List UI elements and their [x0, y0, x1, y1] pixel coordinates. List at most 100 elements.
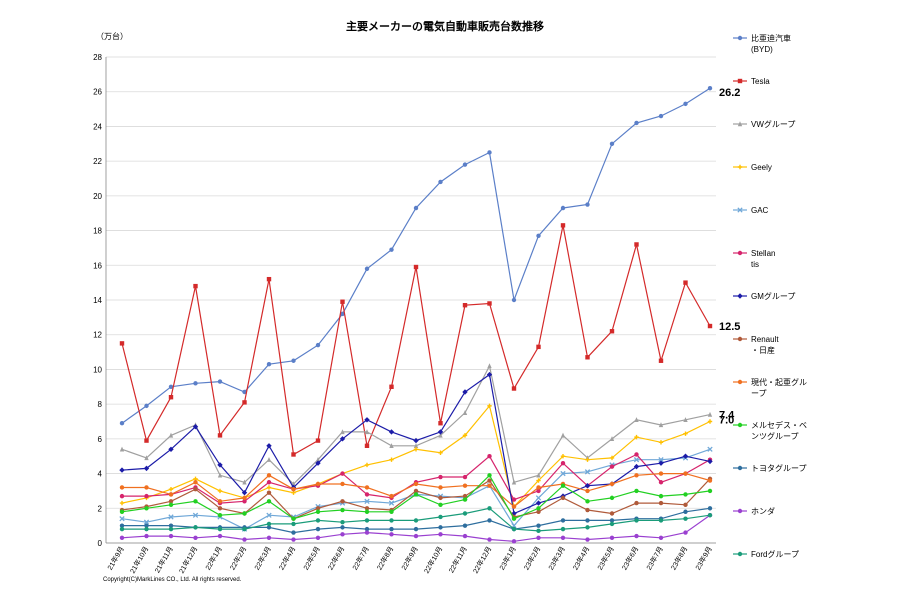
data-point — [315, 456, 321, 462]
data-point — [707, 478, 713, 483]
data-point — [389, 532, 394, 537]
data-point — [609, 535, 615, 540]
data-point — [266, 535, 272, 540]
x-tick-label: 23年5月 — [595, 545, 616, 572]
x-tick-label: 22年6月 — [326, 545, 347, 572]
legend-label: Fordグループ — [751, 549, 799, 559]
data-point — [217, 462, 223, 468]
data-point — [144, 438, 149, 443]
data-point — [217, 379, 223, 384]
data-point — [143, 465, 150, 472]
data-point — [364, 526, 370, 532]
legend-swatch-marker — [737, 121, 743, 127]
x-tick-label: 22年9月 — [399, 545, 420, 572]
data-point — [168, 384, 174, 389]
data-point — [291, 537, 296, 542]
legend-label: Geely — [751, 163, 772, 172]
data-point — [438, 495, 443, 501]
data-point — [560, 205, 566, 211]
data-point — [168, 533, 174, 539]
data-point — [560, 535, 566, 540]
legend-swatch-marker — [737, 336, 743, 342]
series-5 — [119, 452, 713, 506]
data-point — [560, 495, 566, 501]
data-point — [536, 485, 541, 490]
data-point — [413, 526, 419, 532]
data-point — [389, 518, 394, 523]
data-point — [707, 446, 713, 452]
data-point — [609, 511, 615, 516]
data-point — [143, 519, 150, 525]
data-point — [462, 497, 468, 502]
data-point — [658, 471, 664, 476]
data-point — [389, 526, 394, 532]
data-point — [291, 358, 296, 363]
data-point — [707, 419, 713, 424]
legend-item: VWグループ — [733, 119, 795, 129]
x-tick-label: 22年11月 — [447, 545, 469, 575]
data-point — [291, 516, 296, 521]
data-point — [266, 473, 272, 478]
data-point — [144, 533, 149, 539]
data-point — [340, 519, 345, 525]
data-point — [585, 525, 590, 530]
data-point — [658, 518, 664, 523]
data-point — [585, 355, 590, 360]
y-tick-label: 8 — [98, 400, 103, 409]
data-point — [511, 479, 517, 485]
data-point — [438, 432, 443, 438]
data-point — [634, 518, 639, 523]
copyright-text: Copyright(C)MarkLines CO., Ltd. All righ… — [103, 577, 242, 583]
data-point — [389, 457, 394, 462]
x-tick-label: 22年7月 — [350, 545, 371, 572]
data-point — [609, 521, 615, 527]
legend-label: Tesla — [751, 77, 770, 86]
data-point — [413, 447, 419, 452]
y-tick-label: 22 — [93, 157, 102, 166]
data-point — [266, 521, 272, 527]
data-point — [707, 323, 713, 329]
x-tick-label: 22年3月 — [252, 545, 273, 572]
y-tick-label: 18 — [93, 227, 102, 236]
legend-swatch-marker — [737, 551, 743, 557]
data-point — [560, 483, 566, 488]
x-tick-label: 23年2月 — [522, 545, 543, 572]
data-point — [683, 516, 688, 521]
legend-label: ンツグループ — [751, 431, 799, 441]
x-tick-label: 23年8月 — [669, 545, 690, 572]
legend-item: ホンダ — [733, 506, 775, 516]
x-tick-label: 23年3月 — [546, 545, 567, 572]
series-2 — [119, 363, 713, 487]
legend-item: GAC — [733, 206, 769, 215]
legend-item: Tesla — [733, 77, 770, 86]
data-point — [487, 150, 492, 155]
data-point — [119, 526, 125, 532]
data-point — [683, 502, 688, 508]
data-point — [364, 506, 370, 511]
legend-label: GMグループ — [751, 291, 795, 301]
data-point — [584, 469, 591, 475]
data-point — [241, 489, 248, 496]
data-point — [242, 499, 247, 504]
data-point — [242, 400, 247, 405]
y-tick-label: 16 — [93, 261, 102, 270]
x-tick-label: 22年4月 — [277, 545, 298, 572]
legend-label: ホンダ — [751, 506, 775, 516]
data-point — [266, 512, 272, 518]
data-point — [291, 486, 296, 492]
data-point — [487, 537, 492, 542]
data-point — [315, 506, 321, 511]
x-tick-label: 23年4月 — [571, 545, 592, 572]
data-point — [389, 493, 394, 499]
data-point — [707, 506, 713, 511]
data-point — [658, 422, 664, 428]
data-point — [119, 493, 125, 499]
data-point — [340, 311, 345, 317]
data-point — [389, 247, 394, 252]
series-12 — [119, 506, 713, 534]
y-tick-label: 28 — [93, 53, 102, 62]
data-point — [462, 162, 468, 167]
data-point — [585, 518, 590, 523]
data-point — [168, 526, 174, 532]
